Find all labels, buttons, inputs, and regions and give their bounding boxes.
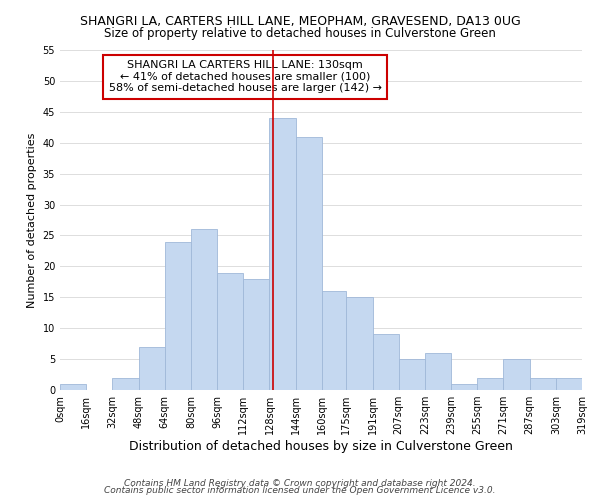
Bar xyxy=(556,378,582,390)
Bar xyxy=(139,346,165,390)
Bar xyxy=(530,378,556,390)
X-axis label: Distribution of detached houses by size in Culverstone Green: Distribution of detached houses by size … xyxy=(129,440,513,453)
Text: Contains HM Land Registry data © Crown copyright and database right 2024.: Contains HM Land Registry data © Crown c… xyxy=(124,478,476,488)
Bar xyxy=(269,118,296,390)
Bar xyxy=(346,298,373,390)
Bar xyxy=(503,359,530,390)
Text: Size of property relative to detached houses in Culverstone Green: Size of property relative to detached ho… xyxy=(104,28,496,40)
Text: SHANGRI LA, CARTERS HILL LANE, MEOPHAM, GRAVESEND, DA13 0UG: SHANGRI LA, CARTERS HILL LANE, MEOPHAM, … xyxy=(80,15,520,28)
Text: Contains public sector information licensed under the Open Government Licence v3: Contains public sector information licen… xyxy=(104,486,496,495)
Bar xyxy=(477,378,503,390)
Bar xyxy=(451,384,477,390)
Y-axis label: Number of detached properties: Number of detached properties xyxy=(27,132,37,308)
Bar xyxy=(243,278,269,390)
Bar xyxy=(373,334,399,390)
Text: SHANGRI LA CARTERS HILL LANE: 130sqm
← 41% of detached houses are smaller (100)
: SHANGRI LA CARTERS HILL LANE: 130sqm ← 4… xyxy=(109,60,382,94)
Bar xyxy=(399,359,425,390)
Bar xyxy=(296,136,322,390)
Bar xyxy=(60,384,86,390)
Bar xyxy=(425,353,451,390)
Bar xyxy=(217,272,243,390)
Bar xyxy=(165,242,191,390)
Bar xyxy=(191,230,217,390)
Bar xyxy=(322,291,346,390)
Bar xyxy=(112,378,139,390)
